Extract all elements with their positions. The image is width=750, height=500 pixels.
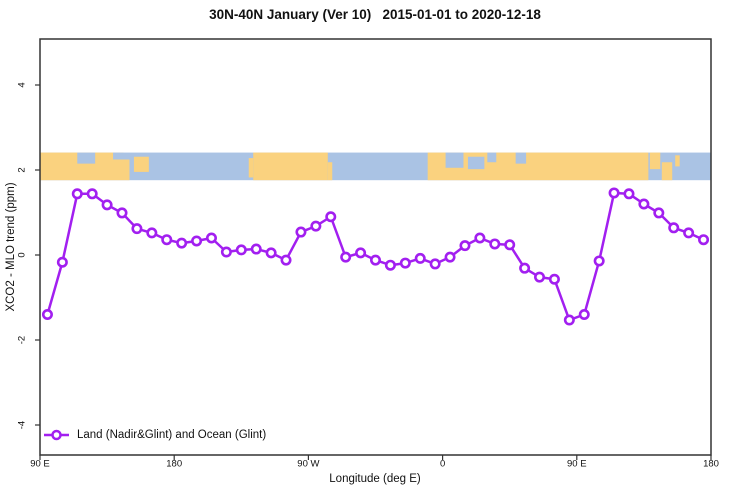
data-point xyxy=(384,259,396,271)
data-point xyxy=(608,187,620,199)
data-point xyxy=(683,227,695,239)
map-band-land xyxy=(675,155,680,167)
data-point xyxy=(578,308,590,320)
data-point xyxy=(235,244,247,256)
data-point xyxy=(414,252,426,264)
data-point xyxy=(41,308,53,320)
data-point xyxy=(56,256,68,268)
data-point xyxy=(429,258,441,270)
map-band-land xyxy=(248,158,254,178)
data-point xyxy=(593,255,605,267)
x-tick-label: 180 xyxy=(703,458,719,469)
legend: Land (Nadir&Glint) and Ocean (Glint) xyxy=(43,427,266,443)
data-point xyxy=(444,251,456,263)
legend-line-marker-icon xyxy=(44,429,69,441)
data-point xyxy=(519,262,531,274)
data-point xyxy=(101,199,113,211)
y-tick-label: 4 xyxy=(16,82,28,88)
data-point xyxy=(668,222,680,234)
x-tick-label: 90 E xyxy=(30,458,50,469)
data-point xyxy=(534,271,546,283)
data-point xyxy=(265,247,277,259)
map-band-land xyxy=(123,159,130,181)
x-axis-title: Longitude (deg E) xyxy=(329,473,421,485)
plot-frame xyxy=(39,38,712,456)
map-band-ocean-patch xyxy=(77,152,96,164)
data-point xyxy=(698,234,710,246)
data-point xyxy=(623,188,635,200)
data-point xyxy=(459,240,471,252)
map-band-land xyxy=(661,162,673,181)
legend-label: Land (Nadir&Glint) and Ocean (Glint) xyxy=(77,429,267,441)
data-point xyxy=(355,247,367,259)
data-point xyxy=(205,232,217,244)
y-tick-label: -2 xyxy=(16,335,28,345)
data-point xyxy=(489,238,501,250)
map-band-ocean-patch xyxy=(487,152,497,163)
y-tick-label: 0 xyxy=(16,252,28,258)
data-point xyxy=(474,232,486,244)
map-band-land xyxy=(253,152,328,181)
data-point xyxy=(191,235,203,247)
x-tick-label: 0 xyxy=(439,458,446,469)
chart-title: 30N-40N January (Ver 10) 2015-01-01 to 2… xyxy=(209,7,541,22)
x-tick-label: 90 E xyxy=(567,458,587,469)
data-point xyxy=(176,237,188,249)
data-point xyxy=(161,234,173,246)
data-point xyxy=(71,188,83,200)
data-point xyxy=(250,243,262,255)
data-point xyxy=(653,207,665,219)
data-point xyxy=(369,254,381,266)
y-tick-label: 2 xyxy=(16,167,28,173)
map-band-land xyxy=(427,152,649,181)
map-band-land xyxy=(649,152,661,170)
data-point xyxy=(399,257,411,269)
data-point xyxy=(146,227,158,239)
x-tick-label: 90 W xyxy=(297,458,320,469)
data-point xyxy=(86,188,98,200)
data-point xyxy=(325,211,337,223)
data-point xyxy=(638,198,650,210)
data-point xyxy=(340,251,352,263)
map-band-ocean-patch xyxy=(445,152,464,168)
x-tick-label: 180 xyxy=(166,458,183,469)
map-band-land xyxy=(133,156,149,172)
data-point xyxy=(504,239,516,251)
map-band-ocean-patch xyxy=(113,152,124,160)
y-tick-label: -4 xyxy=(16,420,28,430)
data-point xyxy=(563,314,575,326)
data-point xyxy=(280,254,292,266)
data-point xyxy=(116,207,128,219)
map-band-land xyxy=(327,162,333,181)
data-point xyxy=(295,226,307,238)
data-point xyxy=(310,220,322,232)
map-band-ocean-patch xyxy=(467,156,485,170)
data-point xyxy=(131,223,143,235)
data-point xyxy=(548,273,560,285)
y-axis-title: XCO2 - MLO trend (ppm) xyxy=(5,182,17,312)
map-band-ocean-patch xyxy=(515,152,527,164)
data-point xyxy=(220,246,232,258)
